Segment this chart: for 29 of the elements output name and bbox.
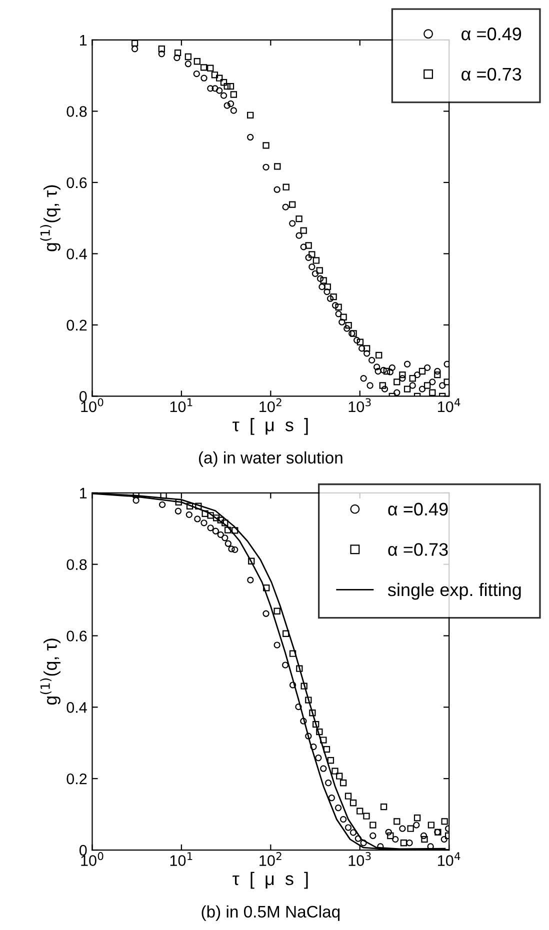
y-tick-label: 1 <box>80 488 87 498</box>
x-tick-label: 10$^{1}$ <box>170 852 192 866</box>
x-tick-label: 10$^{3}$ <box>348 852 371 866</box>
x-tick-label: 10$^{3}$ <box>348 398 371 412</box>
y-tick-label: 0.2 <box>66 773 87 784</box>
legend-label: α =0.73 <box>462 68 522 81</box>
y-tick-label: 0.6 <box>66 630 87 642</box>
legend-label: α =0.49 <box>388 502 448 516</box>
y-axis-title: g$^{(1)}$(q, τ) <box>40 185 60 252</box>
x-tick-label: 10$^{1}$ <box>170 398 192 412</box>
legend-label: single exp. fitting <box>388 582 521 600</box>
y-tick-label: 0.4 <box>66 248 87 260</box>
y-tick-label: 1 <box>80 35 87 46</box>
text: (b) in 0.5M NaClaq <box>202 905 340 921</box>
x-axis-title: τ [ μ s ] <box>232 418 308 435</box>
y-tick-label: 0.2 <box>66 320 87 331</box>
text: (a) in water solution <box>198 451 342 467</box>
y-tick-label: 0.8 <box>66 559 87 570</box>
y-tick-label: 0.8 <box>66 106 87 117</box>
x-axis-title: τ [ μ s ] <box>232 872 308 889</box>
y-tick-label: 0.6 <box>66 177 87 188</box>
x-tick-label: 10$^{2}$ <box>260 852 282 866</box>
y-axis-title: g$^{(1)}$(q, τ) <box>40 638 60 705</box>
x-tick-label: 10$^{4}$ <box>438 852 460 866</box>
legend-label: α =0.73 <box>388 543 448 556</box>
x-tick-label: 10$^{2}$ <box>260 398 282 412</box>
legend-label: α =0.49 <box>462 28 522 40</box>
y-tick-label: 0.4 <box>66 702 87 713</box>
x-tick-label: 10$^{4}$ <box>438 398 460 412</box>
